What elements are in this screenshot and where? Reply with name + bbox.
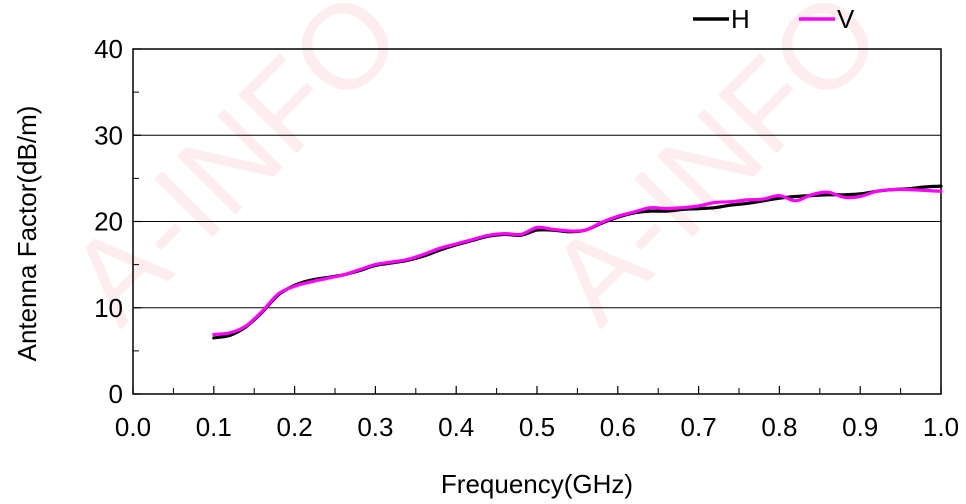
x-tick-label: 0.1 <box>196 412 232 442</box>
x-tick-label: 0.7 <box>681 412 717 442</box>
legend-label-h: H <box>731 4 750 34</box>
y-tick-label: 20 <box>94 207 123 237</box>
x-tick-label: 0.3 <box>357 412 393 442</box>
y-tick-label: 0 <box>109 379 123 409</box>
legend-label-v: V <box>837 4 855 34</box>
watermark-layer: A-INFO A-INFO <box>44 0 906 348</box>
x-tick-label: 0.6 <box>600 412 636 442</box>
x-tick-label: 0.9 <box>842 412 878 442</box>
x-tick-label: 1.0 <box>923 412 959 442</box>
y-ticks: 0 10 20 30 40 <box>94 34 141 409</box>
x-tick-label: 0.0 <box>115 412 151 442</box>
y-tick-label: 10 <box>94 293 123 323</box>
x-tick-label: 0.2 <box>277 412 313 442</box>
x-tick-label: 0.8 <box>761 412 797 442</box>
x-tick-label: 0.5 <box>519 412 555 442</box>
watermark-text: A-INFO <box>524 0 906 348</box>
y-axis-title: Antenna Factor(dB/m) <box>12 106 42 362</box>
x-axis-title: Frequency(GHz) <box>441 469 633 499</box>
x-tick-label: 0.4 <box>438 412 474 442</box>
y-tick-label: 30 <box>94 120 123 150</box>
y-tick-label: 40 <box>94 34 123 64</box>
